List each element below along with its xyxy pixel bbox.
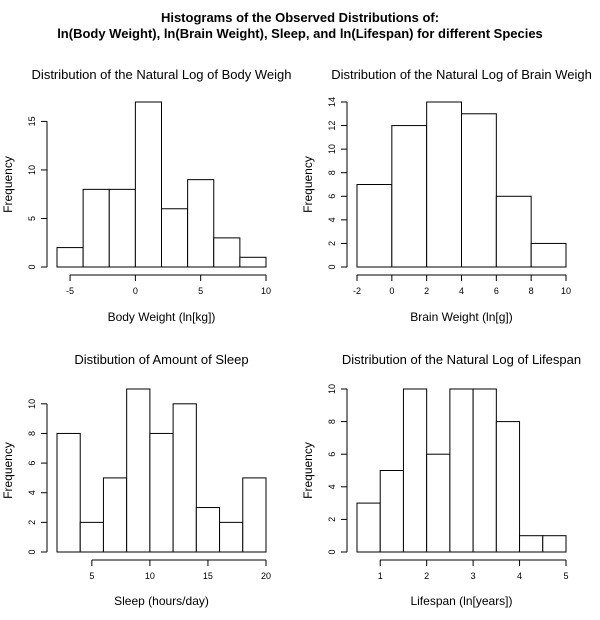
y-tick-label: 2 [327, 517, 337, 522]
histogram-bar [102, 477, 128, 553]
x-axis-label: Lifespan (ln[years]) [410, 594, 512, 608]
x-tick-label: 0 [133, 286, 138, 296]
y-tick-label: 5 [27, 216, 37, 221]
histogram-bar [82, 188, 110, 268]
x-tick-label: 10 [145, 571, 155, 581]
histogram-bar [379, 470, 404, 553]
y-axis-label: Frequency [1, 156, 15, 213]
y-tick-label: 2 [27, 520, 37, 525]
panel-title: Distibution of Amount of Sleep [74, 352, 248, 367]
histogram-bar [495, 421, 521, 553]
histogram-bar [56, 432, 81, 553]
histogram-bar [356, 184, 393, 268]
histogram-bar [195, 507, 221, 553]
y-tick-label: 0 [327, 549, 337, 554]
y-axis-label: Frequency [1, 442, 15, 499]
histogram-bar [426, 101, 462, 268]
y-tick-label: 4 [327, 484, 337, 489]
histogram-bar [219, 521, 244, 553]
y-tick-label: 0 [327, 264, 337, 269]
x-axis-label: Body Weight (ln[kg]) [108, 310, 216, 324]
x-tick-label: 0 [389, 286, 394, 296]
x-tick-label: 8 [529, 286, 534, 296]
x-axis-label: Brain Weight (ln[g]) [410, 310, 513, 324]
x-tick-label: 5 [89, 571, 94, 581]
y-tick-label: 10 [27, 399, 37, 409]
histogram-bar [356, 502, 381, 553]
y-tick-label: 10 [327, 384, 337, 394]
y-tick-label: 10 [327, 144, 337, 154]
y-axis-label: Frequency [301, 442, 315, 499]
y-tick-label: 8 [327, 170, 337, 175]
histogram-bar [495, 195, 532, 268]
y-tick-label: 0 [27, 549, 37, 554]
y-tick-label: 6 [327, 452, 337, 457]
histogram-bar [391, 125, 428, 268]
y-tick-label: 8 [327, 419, 337, 424]
y-tick-label: 2 [327, 241, 337, 246]
x-tick-label: 10 [261, 286, 271, 296]
figure-title-line-1: Histograms of the Observed Distributions… [160, 10, 440, 25]
x-tick-label: 6 [494, 286, 499, 296]
histogram-bar [242, 477, 267, 553]
histogram-bar [461, 113, 497, 268]
histogram-bar [126, 388, 151, 553]
histogram-bar [161, 208, 189, 268]
histogram-bar [134, 101, 162, 268]
x-tick-label: 4 [517, 571, 522, 581]
histogram-bar [530, 242, 567, 268]
x-tick-label: -5 [66, 286, 74, 296]
x-tick-label: 2 [424, 571, 429, 581]
panel-title: Distribution of the Natural Log of Brain… [331, 67, 592, 82]
x-tick-label: 10 [561, 286, 571, 296]
x-tick-label: 4 [459, 286, 464, 296]
x-tick-label: 5 [563, 571, 568, 581]
histogram-bar [149, 432, 174, 553]
y-tick-label: 12 [327, 121, 337, 131]
y-tick-label: 14 [327, 97, 337, 107]
histogram-bar [56, 247, 84, 268]
y-axis-label: Frequency [301, 156, 315, 213]
histogram-bar [542, 535, 567, 553]
x-tick-label: 3 [471, 571, 476, 581]
histogram-bar [187, 179, 215, 268]
panel-title: Distribution of the Natural Log of Body … [32, 67, 292, 82]
x-tick-label: -2 [353, 286, 361, 296]
histogram-bar [472, 388, 497, 553]
y-tick-label: 6 [327, 194, 337, 199]
y-tick-label: 0 [27, 264, 37, 269]
y-tick-label: 4 [327, 217, 337, 222]
figure-title-line-2: ln(Body Weight), ln(Brain Weight), Sleep… [57, 26, 543, 41]
histogram-bar [519, 535, 544, 553]
histogram-bar [426, 453, 451, 553]
histogram-bar [449, 388, 474, 553]
y-tick-label: 10 [27, 165, 37, 175]
histogram-bar [213, 237, 241, 268]
x-tick-label: 2 [424, 286, 429, 296]
x-tick-label: 20 [261, 571, 271, 581]
y-tick-label: 15 [27, 116, 37, 126]
panel-title: Distribution of the Natural Log of Lifes… [342, 352, 581, 367]
histogram-bar [79, 521, 104, 553]
x-tick-label: 1 [378, 571, 383, 581]
histogram-bar [239, 256, 267, 268]
y-tick-label: 4 [27, 490, 37, 495]
x-tick-label: 15 [203, 571, 213, 581]
histogram-bar [108, 188, 136, 268]
y-tick-label: 8 [27, 431, 37, 436]
x-axis-label: Sleep (hours/day) [114, 594, 209, 608]
histogram-bar [402, 388, 428, 553]
y-tick-label: 6 [27, 461, 37, 466]
x-tick-label: 5 [198, 286, 203, 296]
histogram-bar [172, 403, 197, 553]
